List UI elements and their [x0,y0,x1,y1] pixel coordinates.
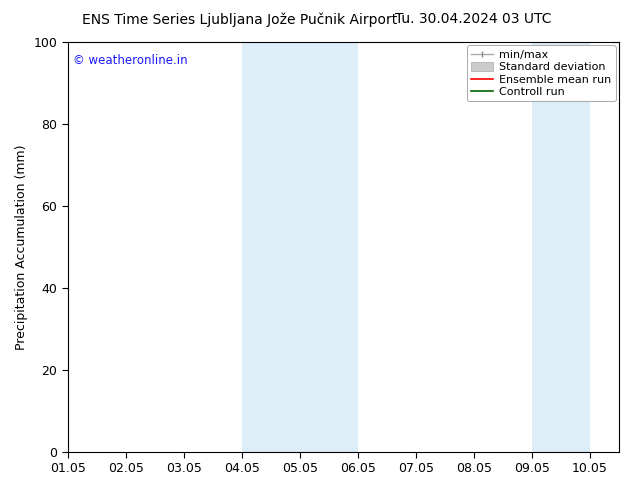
Y-axis label: Precipitation Accumulation (mm): Precipitation Accumulation (mm) [15,144,28,349]
Bar [300,42,358,452]
Legend: min/max, Standard deviation, Ensemble mean run, Controll run: min/max, Standard deviation, Ensemble me… [467,46,616,101]
Bar [242,42,300,452]
Bar [532,42,590,452]
Text: © weatheronline.in: © weatheronline.in [74,54,188,67]
Text: Tu. 30.04.2024 03 UTC: Tu. 30.04.2024 03 UTC [395,12,552,26]
Text: ENS Time Series Ljubljana Jože Pučnik Airport: ENS Time Series Ljubljana Jože Pučnik Ai… [82,12,398,27]
